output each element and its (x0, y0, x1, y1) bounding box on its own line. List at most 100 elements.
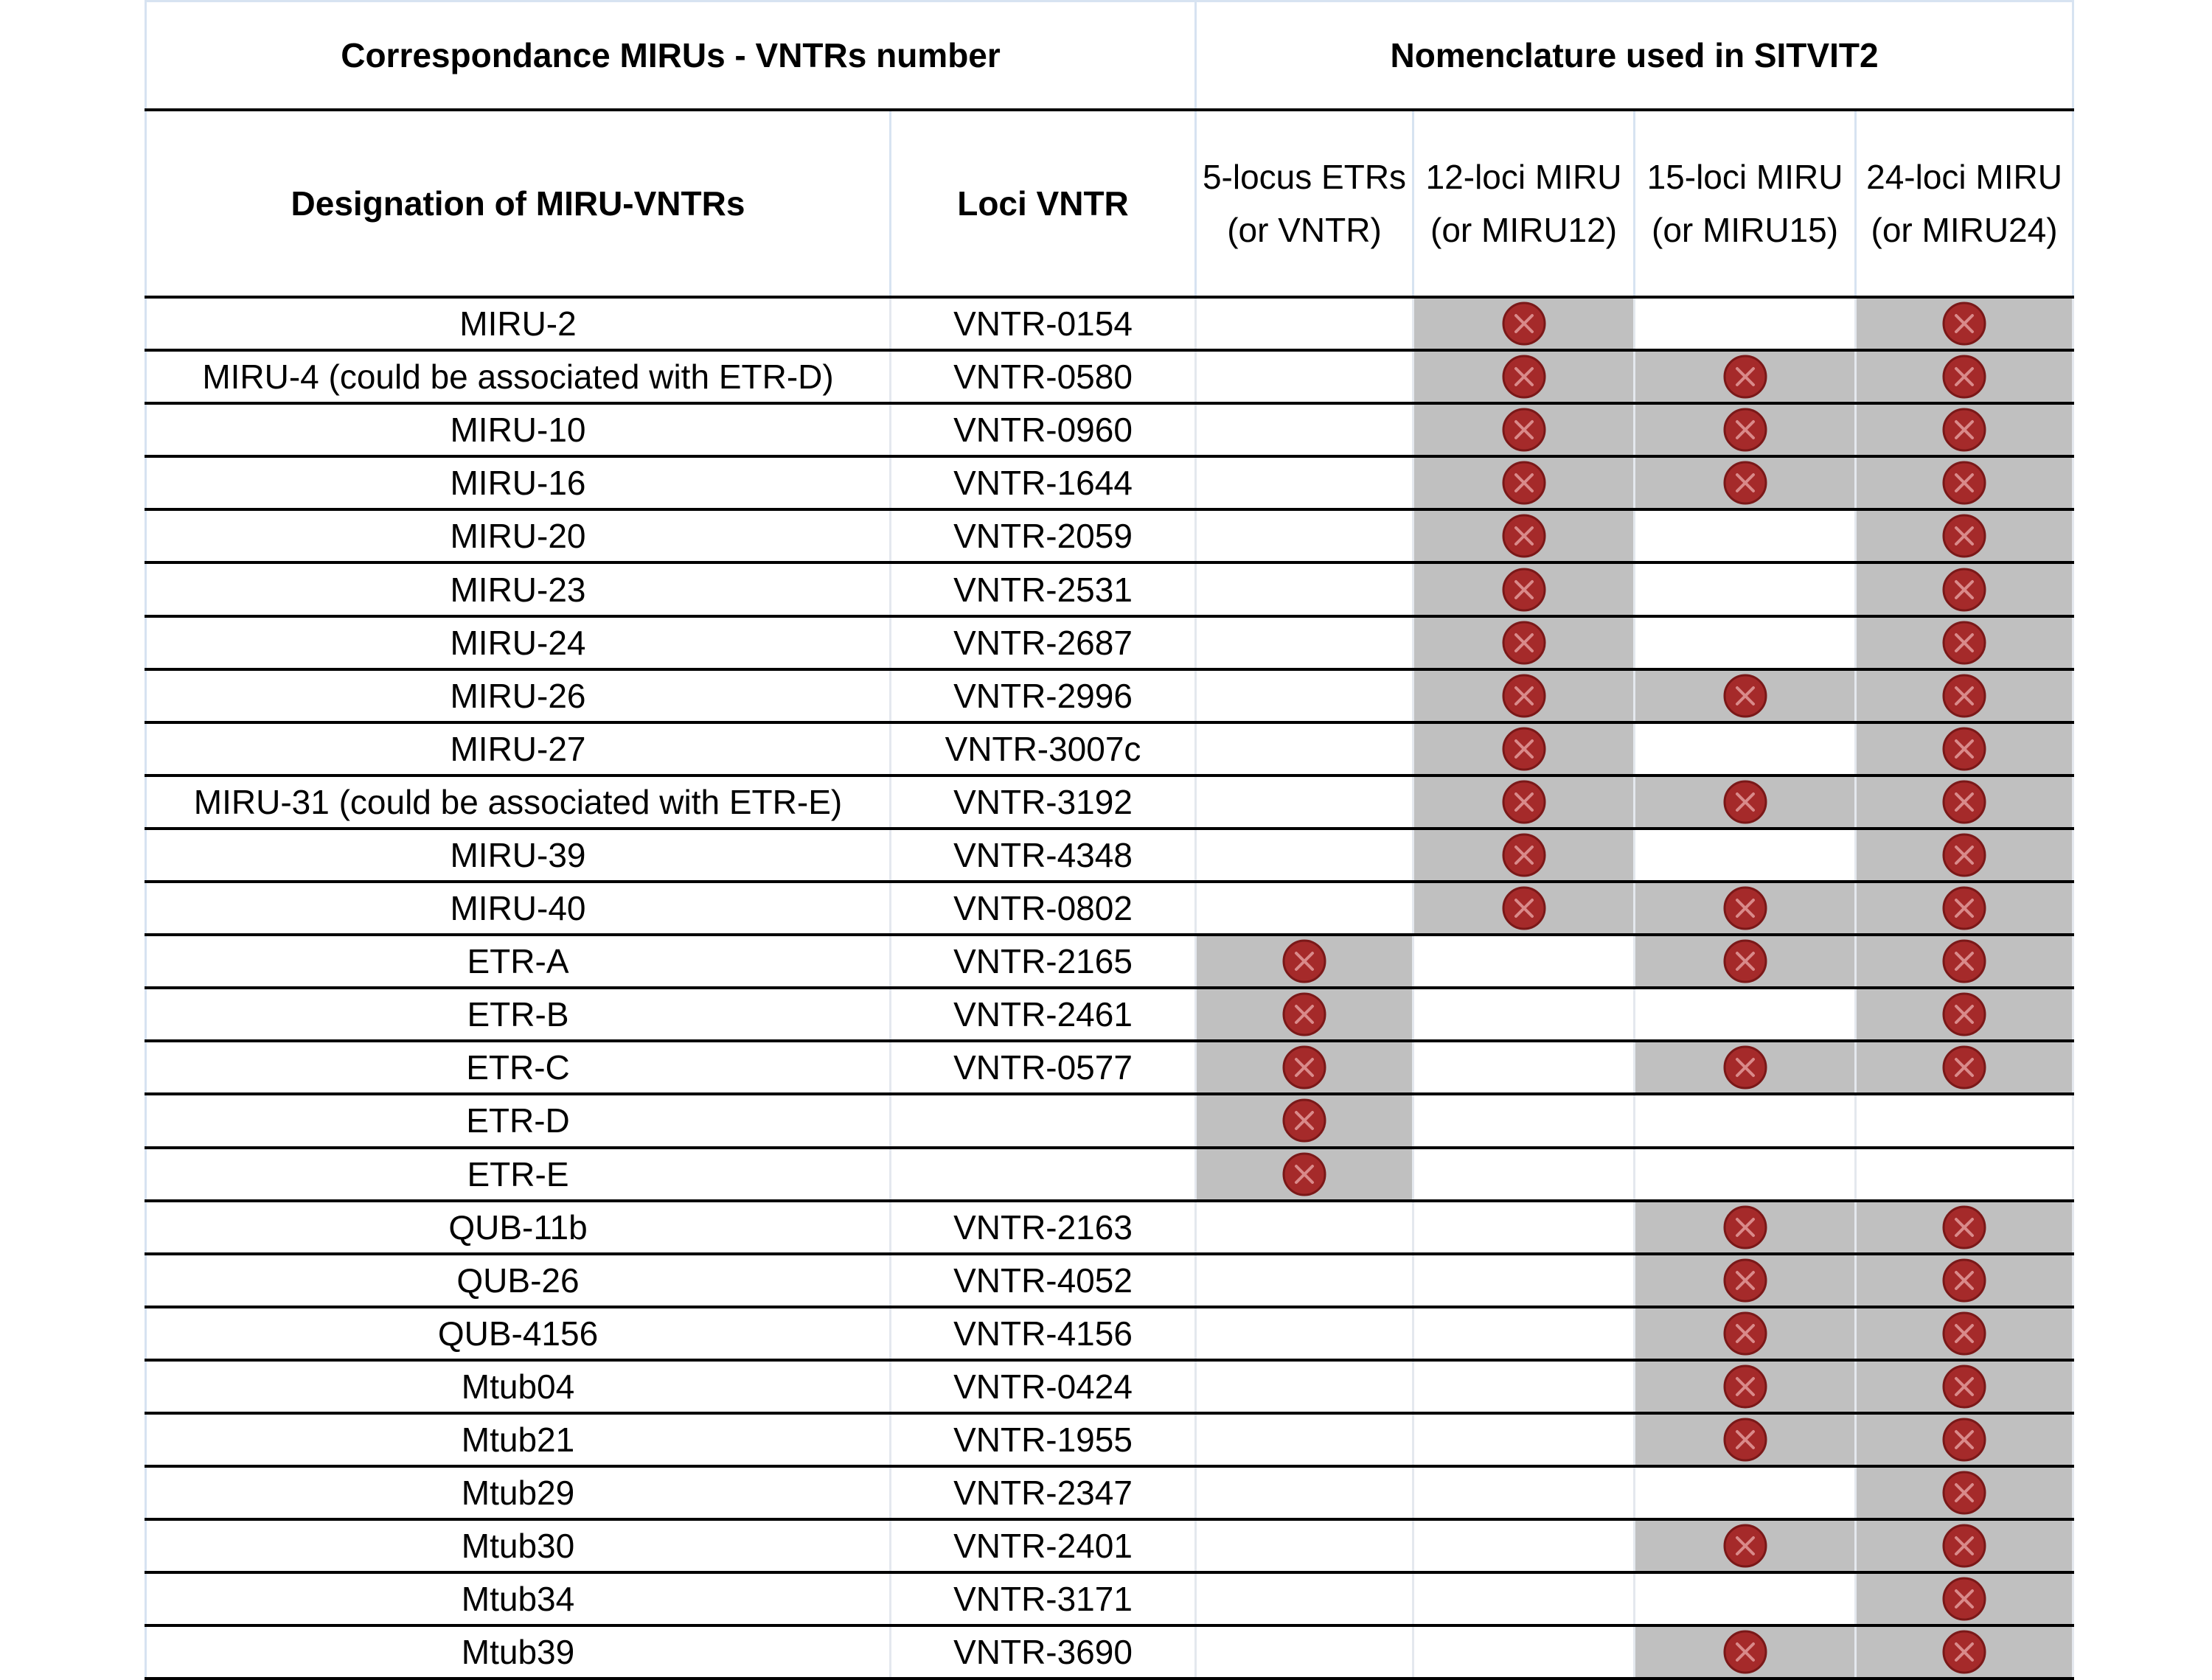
loci-vntr-cell: VNTR-2531 (890, 562, 1197, 618)
membership-cell-15-loci (1634, 775, 1857, 830)
included-x-mark-icon (1723, 1524, 1767, 1568)
included-x-mark-icon (1502, 568, 1546, 612)
membership-cell-24-loci (1855, 1200, 2075, 1255)
included-x-mark-icon (1723, 1311, 1767, 1356)
included-x-mark-icon (1723, 939, 1767, 983)
membership-cell-24-loci (1855, 828, 2075, 884)
membership-cell-5-locus (1195, 1094, 1415, 1149)
membership-cell-24-loci (1855, 1466, 2075, 1522)
designation-cell: Mtub21 (145, 1412, 891, 1468)
table-row: MIRU-23 VNTR-2531 (145, 562, 2075, 618)
membership-cell-15-loci (1634, 297, 1857, 352)
loci-vntr-cell: VNTR-2401 (890, 1519, 1197, 1575)
table-row: MIRU-10 VNTR-0960 (145, 403, 2075, 459)
membership-cell-5-locus (1195, 562, 1415, 618)
designation-cell: Mtub39 (145, 1625, 891, 1680)
designation-cell: QUB-26 (145, 1253, 891, 1308)
membership-cell-12-loci (1413, 1625, 1636, 1680)
included-x-mark-icon (1723, 886, 1767, 930)
membership-cell-24-loci (1855, 616, 2075, 671)
designation-cell: ETR-B (145, 988, 891, 1043)
included-x-mark-icon (1723, 461, 1767, 505)
header-loci-vntr: Loci VNTR (890, 110, 1197, 299)
included-x-mark-icon (1942, 461, 1986, 505)
membership-cell-12-loci (1413, 350, 1636, 405)
membership-cell-24-loci (1855, 1253, 2075, 1308)
included-x-mark-icon (1502, 727, 1546, 771)
loci-vntr-cell: VNTR-3171 (890, 1572, 1197, 1628)
membership-cell-15-loci (1634, 1359, 1857, 1415)
membership-cell-12-loci (1413, 1094, 1636, 1149)
membership-cell-15-loci (1634, 403, 1857, 459)
included-x-mark-icon (1942, 1418, 1986, 1462)
membership-cell-12-loci (1413, 562, 1636, 618)
header-designation: Designation of MIRU-VNTRs (145, 110, 891, 299)
included-x-mark-icon (1942, 514, 1986, 558)
table-row: MIRU-27 VNTR-3007c (145, 722, 2075, 777)
designation-cell: QUB-11b (145, 1200, 891, 1255)
loci-vntr-cell: VNTR-2059 (890, 509, 1197, 565)
membership-cell-12-loci (1413, 1041, 1636, 1096)
table-row: Mtub04 VNTR-0424 (145, 1359, 2075, 1415)
included-x-mark-icon (1942, 833, 1986, 877)
membership-cell-5-locus (1195, 456, 1415, 512)
membership-cell-15-loci (1634, 616, 1857, 671)
loci-vntr-cell: VNTR-4348 (890, 828, 1197, 884)
membership-cell-15-loci (1634, 1094, 1857, 1149)
table-row: ETR-C VNTR-0577 (145, 1041, 2075, 1096)
membership-cell-15-loci (1634, 1147, 1857, 1202)
table-row: ETR-B VNTR-2461 (145, 988, 2075, 1043)
included-x-mark-icon (1723, 1258, 1767, 1303)
included-x-mark-icon (1723, 1205, 1767, 1249)
membership-cell-12-loci (1413, 935, 1636, 990)
included-x-mark-icon (1942, 727, 1986, 771)
included-x-mark-icon (1282, 1152, 1326, 1196)
loci-vntr-cell (890, 1147, 1197, 1202)
table-row: QUB-11b VNTR-2163 (145, 1200, 2075, 1255)
included-x-mark-icon (1942, 621, 1986, 665)
table-row: MIRU-40 VNTR-0802 (145, 882, 2075, 937)
designation-cell: MIRU-2 (145, 297, 891, 352)
membership-cell-15-loci (1634, 1625, 1857, 1680)
included-x-mark-icon (1723, 355, 1767, 399)
membership-cell-12-loci (1413, 297, 1636, 352)
membership-cell-12-loci (1413, 403, 1636, 459)
membership-cell-24-loci (1855, 988, 2075, 1043)
included-x-mark-icon (1942, 1524, 1986, 1568)
table-row: MIRU-16 VNTR-1644 (145, 456, 2075, 512)
designation-cell: Mtub30 (145, 1519, 891, 1575)
membership-cell-5-locus (1195, 722, 1415, 777)
included-x-mark-icon (1942, 1364, 1986, 1409)
included-x-mark-icon (1723, 1630, 1767, 1674)
membership-cell-15-loci (1634, 1041, 1857, 1096)
membership-cell-12-loci (1413, 1519, 1636, 1575)
loci-vntr-cell: VNTR-0960 (890, 403, 1197, 459)
included-x-mark-icon (1282, 1098, 1326, 1143)
designation-cell: MIRU-40 (145, 882, 891, 937)
header-24-loci-line2: (or MIRU24) (1871, 211, 2058, 249)
membership-cell-5-locus (1195, 350, 1415, 405)
membership-cell-24-loci (1855, 509, 2075, 565)
table-row: MIRU-20 VNTR-2059 (145, 509, 2075, 565)
header-24-loci: 24-loci MIRU (or MIRU24) (1855, 110, 2075, 299)
membership-cell-24-loci (1855, 882, 2075, 937)
membership-cell-24-loci (1855, 562, 2075, 618)
group-header-correspondance: Correspondance MIRUs - VNTRs number (144, 0, 1197, 111)
header-12-loci-line2: (or MIRU12) (1430, 211, 1618, 249)
membership-cell-24-loci (1855, 1519, 2075, 1575)
membership-cell-24-loci (1855, 722, 2075, 777)
membership-cell-24-loci (1855, 297, 2075, 352)
membership-cell-15-loci (1634, 828, 1857, 884)
loci-vntr-cell: VNTR-0154 (890, 297, 1197, 352)
included-x-mark-icon (1502, 674, 1546, 718)
membership-cell-15-loci (1634, 1519, 1857, 1575)
membership-cell-15-loci (1634, 1200, 1857, 1255)
membership-cell-5-locus (1195, 1200, 1415, 1255)
membership-cell-15-loci (1634, 882, 1857, 937)
membership-cell-15-loci (1634, 988, 1857, 1043)
membership-cell-5-locus (1195, 1625, 1415, 1680)
membership-cell-5-locus (1195, 509, 1415, 565)
included-x-mark-icon (1942, 1577, 1986, 1621)
membership-cell-5-locus (1195, 616, 1415, 671)
included-x-mark-icon (1942, 1311, 1986, 1356)
